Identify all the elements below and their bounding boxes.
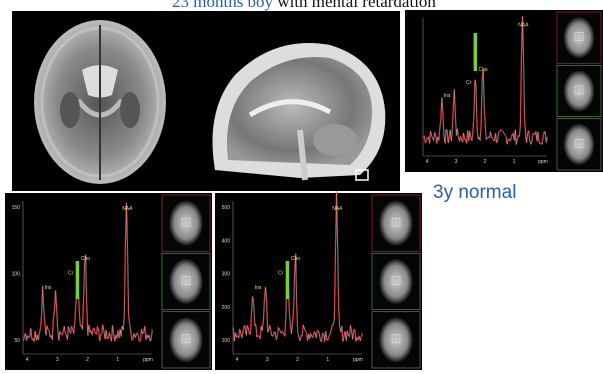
x-tick-label: 1 <box>116 357 119 363</box>
axial-mri <box>34 20 166 184</box>
x-tick-label: 2 <box>86 357 89 363</box>
x-tick-label: 3 <box>455 159 458 165</box>
peak-label: Ins <box>255 285 262 291</box>
x-tick-label: 4 <box>236 357 239 363</box>
x-tick-label: 4 <box>426 159 429 165</box>
marker-bar <box>474 33 478 71</box>
x-tick-label: 2 <box>296 357 299 363</box>
marker-bar <box>286 261 290 299</box>
y-tick-label: 150 <box>12 205 21 211</box>
x-tick-label: ppm <box>538 159 548 165</box>
page: {"title": {"highlight": "23 months boy",… <box>0 0 603 374</box>
y-tick-label: 200 <box>222 305 231 311</box>
thumbnail-brain <box>564 70 595 111</box>
thumbnail-brain <box>564 17 595 58</box>
caption: 3y normal <box>433 182 516 203</box>
title: 23 months boy with mental retardation <box>172 0 436 11</box>
peak-label: NAA <box>122 206 133 212</box>
thumbnail-brain <box>379 317 413 362</box>
peak-label: Cr <box>466 80 472 86</box>
thumbnail-brain <box>169 201 203 246</box>
y-tick-label: 50 <box>14 338 20 344</box>
thumbnail-brain <box>564 124 595 165</box>
thumbnail-brain <box>169 259 203 304</box>
title-highlight: 23 months boy <box>172 0 274 11</box>
marker-bar <box>76 261 80 299</box>
x-tick-label: 1 <box>326 357 329 363</box>
x-tick-label: 3 <box>56 357 59 363</box>
peak-label: NAA <box>518 22 529 28</box>
title-rest: with mental retardation <box>277 0 436 11</box>
peak-label: Ins <box>444 93 451 99</box>
x-tick-label: 1 <box>513 159 516 165</box>
y-tick-label: 300 <box>222 272 231 278</box>
peak-label: Cr <box>278 271 284 277</box>
y-tick-label: 100 <box>12 272 21 278</box>
peak-label: Cr <box>68 271 74 277</box>
y-tick-label: 400 <box>222 238 231 244</box>
peak-label: Ins <box>45 285 52 291</box>
peak-label: Cho <box>81 256 90 262</box>
thumbnail-brain <box>169 317 203 362</box>
x-tick-label: ppm <box>353 357 363 363</box>
y-tick-label: 100 <box>222 338 231 344</box>
peak-label: NAA <box>332 206 343 212</box>
x-tick-label: 4 <box>26 357 29 363</box>
peak-label: Cho <box>291 256 300 262</box>
thumbnail-brain <box>379 201 413 246</box>
x-tick-label: ppm <box>143 357 153 363</box>
peak-label: Cho <box>479 67 488 73</box>
x-tick-label: 3 <box>266 357 269 363</box>
slide: 23 months boy with mental retardation 3y… <box>0 0 603 374</box>
x-tick-label: 2 <box>484 159 487 165</box>
y-tick-label: 500 <box>222 205 231 211</box>
thumbnail-brain <box>379 259 413 304</box>
